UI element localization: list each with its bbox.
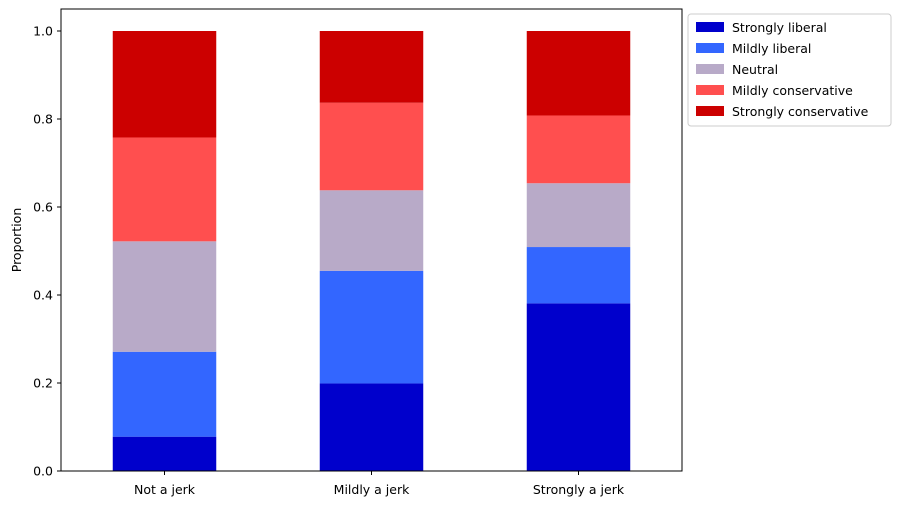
bar-segment-3-cat-2 [319, 190, 424, 271]
legend-label: Mildly conservative [732, 83, 853, 98]
bar-segment-3-cat-1 [112, 241, 217, 352]
legend-swatch [696, 106, 724, 116]
bar-segment-5-cat-2 [319, 31, 424, 103]
bar-segment-1-cat-3 [526, 303, 631, 471]
bar-segment-1-cat-2 [319, 383, 424, 471]
bar-segment-4-cat-3 [526, 115, 631, 184]
y-axis: 0.0 0.2 0.4 0.6 0.8 1.0 [33, 24, 61, 479]
y-tick-label: 0.8 [33, 112, 53, 127]
legend-swatch [696, 43, 724, 53]
bar-segment-4-cat-2 [319, 102, 424, 191]
x-tick-label: Not a jerk [134, 482, 196, 497]
bar-segment-2-cat-2 [319, 270, 424, 384]
legend-swatch [696, 64, 724, 74]
y-tick-label: 0.0 [33, 464, 53, 479]
x-tick-label: Strongly a jerk [533, 482, 625, 497]
x-axis: Not a jerk Mildly a jerk Strongly a jerk [134, 471, 625, 497]
bar-segment-5-cat-3 [526, 31, 631, 116]
bar-segment-1-cat-1 [112, 436, 217, 471]
legend-label: Strongly liberal [732, 20, 827, 35]
y-tick-label: 0.6 [33, 200, 53, 215]
legend-label: Neutral [732, 62, 778, 77]
bar-segment-5-cat-1 [112, 31, 217, 138]
legend: Strongly liberal Mildly liberal Neutral Mil… [687, 13, 892, 127]
y-tick-label: 0.4 [33, 288, 53, 303]
bar-segment-3-cat-3 [526, 183, 631, 248]
y-tick-label: 1.0 [33, 24, 53, 39]
bars-group [112, 31, 631, 471]
y-tick-label: 0.2 [33, 376, 53, 391]
legend-label: Mildly liberal [732, 41, 811, 56]
y-axis-label: Proportion [9, 208, 24, 273]
legend-swatch [696, 22, 724, 32]
bar-segment-2-cat-1 [112, 351, 217, 437]
legend-swatch [696, 85, 724, 95]
legend-box [687, 13, 892, 127]
legend-label: Strongly conservative [732, 104, 869, 119]
bar-segment-2-cat-3 [526, 247, 631, 304]
x-tick-label: Mildly a jerk [334, 482, 410, 497]
bar-segment-4-cat-1 [112, 137, 217, 242]
